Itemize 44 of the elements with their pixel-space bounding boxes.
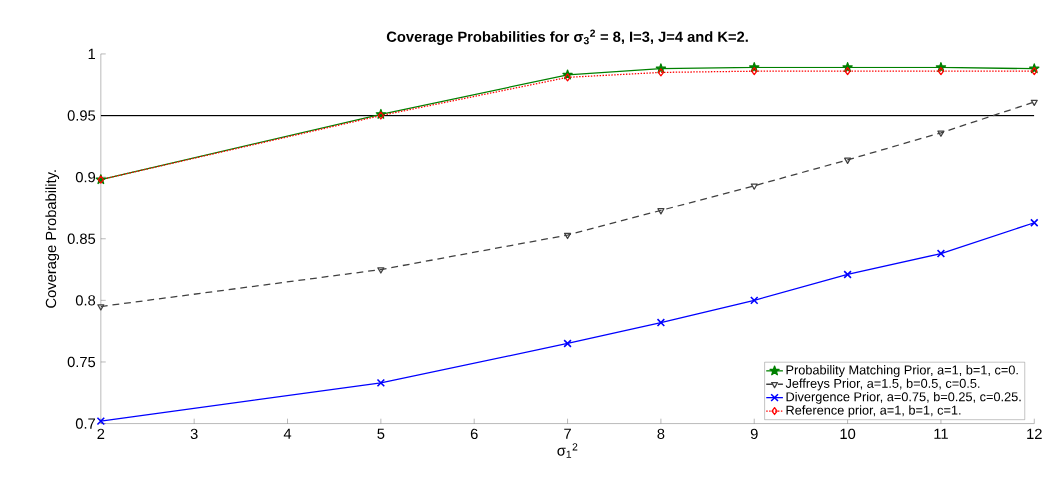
x-tick-label: 11 [934, 428, 948, 439]
point [751, 67, 758, 76]
y-tick-label: 0.9 [75, 171, 96, 183]
point [750, 296, 759, 305]
point [563, 339, 572, 348]
x-tick-label: 10 [840, 428, 856, 439]
y-tick-label: 0.95 [67, 110, 96, 121]
point [1031, 67, 1038, 76]
legend-label: Probability Matching Prior, a=1, b=1, c=0. [786, 365, 1018, 377]
chart-title: Coverage Probabilities for σ$_{3}$$^{2}$ = 8, I=3, J=4 and K=2. [386, 29, 748, 45]
point [936, 249, 946, 258]
point [657, 68, 665, 77]
x-tick-label: 6 [470, 428, 478, 439]
y-tick-label: 0.85 [67, 233, 96, 244]
y-axis-title: Coverage Probability. [45, 170, 60, 308]
point [377, 267, 385, 274]
y-tick-label: 0.75 [67, 356, 96, 368]
x-tick-label: 12 [1027, 428, 1042, 439]
x-tick-label: 2 [97, 428, 105, 439]
point [750, 183, 758, 190]
point [1030, 218, 1039, 227]
point [564, 73, 571, 82]
x-tick-label: 7 [564, 428, 571, 439]
point [843, 270, 852, 279]
y-tick-label: 1 [88, 48, 96, 59]
point [97, 304, 105, 311]
point [937, 130, 945, 137]
point [844, 67, 851, 76]
point [656, 318, 666, 327]
x-axis-title: σ$_{1}$2 [557, 443, 578, 458]
point [96, 416, 106, 426]
legend-label: Reference prior, a=1, b=1, c=1. [786, 405, 961, 418]
legend-label: Jeffreys Prior, a=1.5, b=0.5, c=0.5. [785, 378, 980, 391]
x-tick-label: 8 [657, 428, 665, 439]
legend-label: Divergence Prior, a=0.75, b=0.25, c=0.25. [786, 391, 1021, 404]
point [657, 207, 665, 215]
x-tick-label: 3 [190, 428, 198, 439]
y-tick-label: 0.7 [75, 418, 95, 429]
point [376, 378, 386, 388]
x-tick-label: 5 [377, 428, 385, 439]
y-tick-label: 0.8 [75, 295, 96, 306]
x-tick-label: 9 [750, 428, 758, 439]
point [937, 67, 945, 76]
x-tick-label: 4 [283, 428, 292, 439]
